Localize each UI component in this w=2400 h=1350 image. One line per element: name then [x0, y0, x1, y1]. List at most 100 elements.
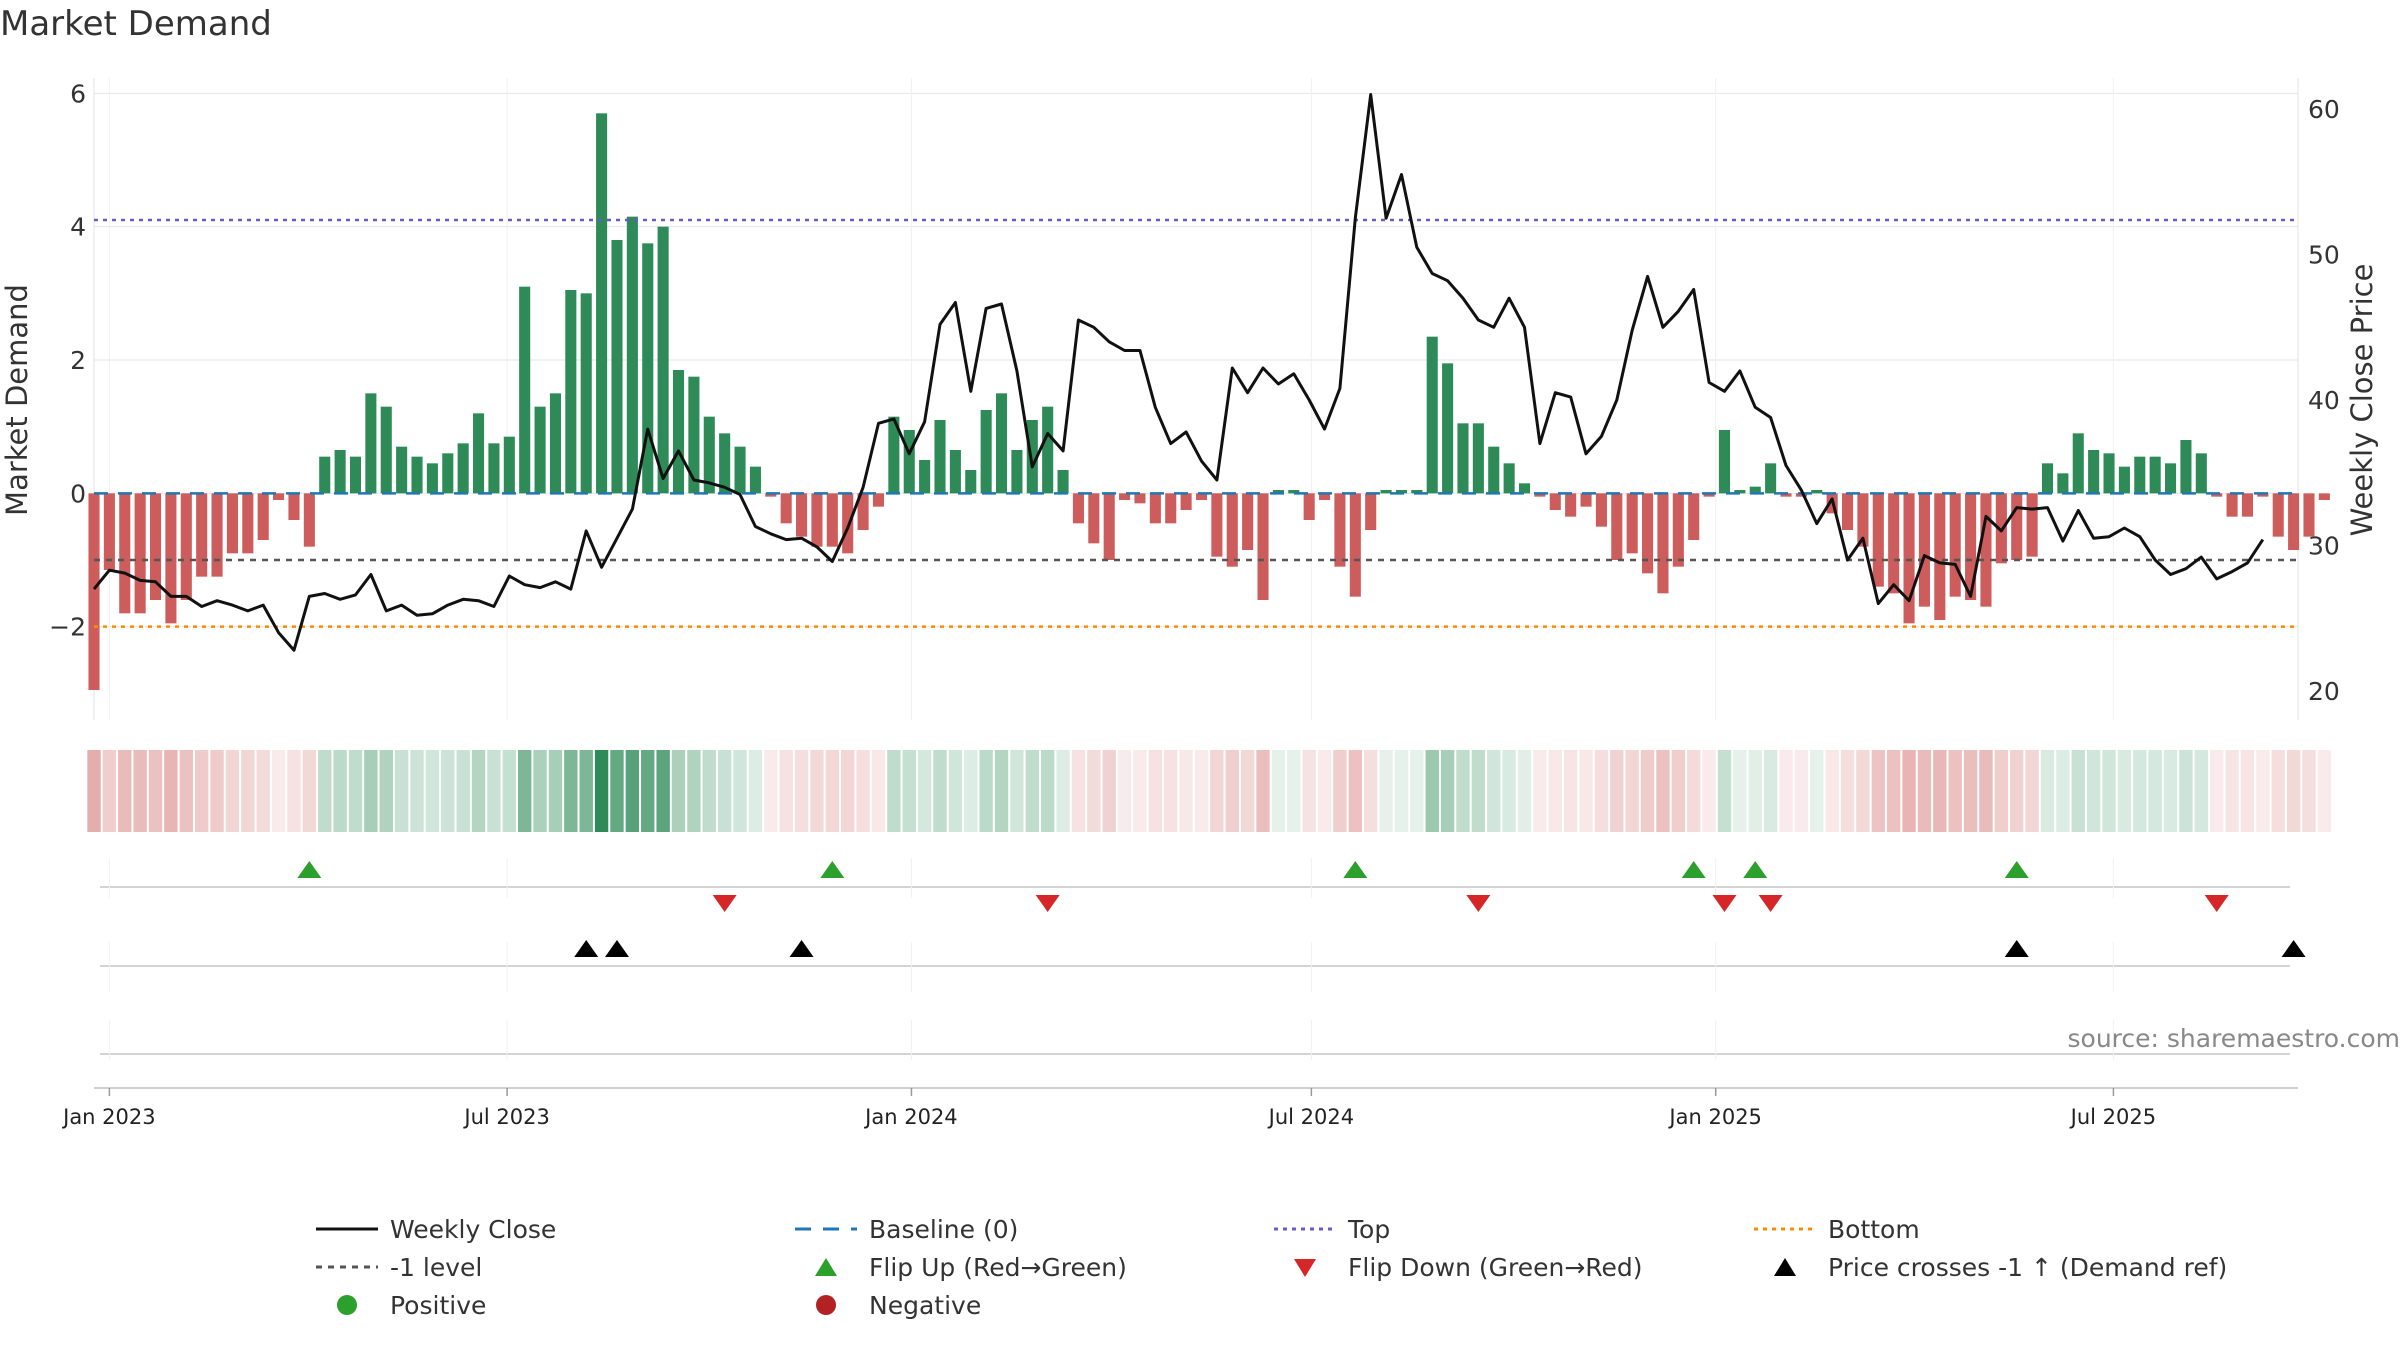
demand-bar-negative	[1242, 493, 1254, 550]
heat-strip-cell	[1471, 750, 1486, 832]
demand-bar-positive	[549, 393, 561, 494]
legend-item-weekly-close: Weekly Close	[312, 1212, 556, 1246]
heat-strip-cell	[1979, 750, 1993, 832]
heat-strip-cell	[1164, 750, 1178, 832]
heat-strip-cell	[241, 750, 255, 832]
demand-bar-negative	[2288, 493, 2300, 550]
demand-bar-positive	[1765, 463, 1777, 494]
demand-bar-positive	[1011, 450, 1023, 494]
demand-bar-negative	[796, 493, 808, 537]
legend-label: Price crosses -1 ↑ (Demand ref)	[1828, 1252, 2228, 1282]
demand-bar-positive	[411, 456, 423, 494]
heat-strip-cell	[410, 750, 424, 832]
x-tick-label: Jan 2023	[61, 1105, 156, 1129]
heat-strip-cell	[1194, 750, 1209, 832]
demand-bar-negative	[288, 493, 300, 520]
heat-strip-cell	[348, 750, 363, 832]
demand-bar-positive	[1411, 490, 1423, 494]
heat-strip-cell	[702, 750, 716, 832]
demand-bar-positive	[1026, 420, 1038, 494]
heat-strip-cell	[179, 750, 193, 832]
demand-bar-positive	[1472, 423, 1484, 494]
heat-strip-cell	[779, 750, 793, 832]
heat-strip-cell	[917, 750, 932, 832]
demand-bar-negative	[165, 493, 177, 624]
legend-item-negative: Negative	[791, 1288, 981, 1322]
demand-bar-negative	[2318, 493, 2330, 500]
demand-bar-positive	[657, 226, 669, 494]
demand-bar-negative	[1857, 493, 1869, 547]
heat-strip-cell	[1256, 750, 1270, 832]
heat-strip-cell	[1287, 750, 1301, 832]
heat-strip-cell	[148, 750, 163, 832]
y2-tick-label: 40	[2308, 386, 2340, 415]
demand-bar-negative	[1965, 493, 1977, 600]
y2-tick-label: 20	[2308, 677, 2340, 706]
demand-bar-positive	[949, 450, 961, 494]
demand-bar-negative	[88, 493, 100, 690]
demand-bar-negative	[1841, 493, 1854, 530]
legend-item-flip-up: Flip Up (Red→Green)	[791, 1250, 1127, 1284]
demand-bar-negative	[1319, 493, 1331, 500]
heat-strip-cell	[1040, 750, 1055, 832]
demand-bar-positive	[396, 446, 408, 494]
demand-bar-positive	[596, 113, 608, 494]
demand-bar-negative	[149, 493, 162, 600]
heat-strip-cell	[1302, 750, 1316, 832]
demand-bar-positive	[703, 416, 715, 494]
heat-strip-cell	[1779, 750, 1793, 832]
demand-bar-positive	[426, 463, 438, 494]
demand-bar-negative	[1119, 493, 1131, 500]
demand-bar-positive	[1503, 463, 1515, 494]
heat-strip-cell	[671, 750, 686, 832]
heat-strip-cell	[456, 750, 470, 832]
demand-bar-positive	[488, 443, 500, 494]
heat-strip-cell	[271, 750, 286, 832]
legend-item-baseline: Baseline (0)	[791, 1212, 1018, 1246]
demand-bar-negative	[1534, 493, 1546, 497]
demand-bar-positive	[1288, 490, 1300, 494]
demand-bar-positive	[2057, 473, 2069, 494]
x-tick-label: Jan 2024	[863, 1105, 958, 1129]
demand-bar-positive	[2118, 466, 2130, 494]
heat-strip-cell	[87, 750, 101, 832]
heat-strip-cell	[1087, 750, 1101, 832]
heat-strip-cell	[1548, 750, 1562, 832]
demand-bar-positive	[903, 430, 915, 494]
heat-strip-cell	[425, 750, 440, 832]
heat-strip-cell	[887, 750, 901, 832]
heat-strip-cell	[1994, 750, 2009, 832]
heat-strip-cell	[871, 750, 886, 832]
heat-strip-cell	[1763, 750, 1778, 832]
legend-label: Negative	[869, 1290, 982, 1320]
heat-strip-cell	[2086, 750, 2101, 832]
heat-strip-cell	[102, 750, 117, 832]
heat-strip-cell	[518, 750, 532, 832]
dotted-line-icon	[1750, 1214, 1820, 1244]
heat-strip-cell	[2102, 750, 2116, 832]
heat-strip-cell	[1410, 750, 1424, 832]
demand-bar-negative	[1134, 493, 1146, 504]
y2-tick-label: 50	[2308, 241, 2340, 270]
demand-bar-negative	[119, 493, 131, 614]
heat-strip-cell	[579, 750, 593, 832]
heat-strip-cell	[625, 750, 640, 832]
demand-bar-negative	[273, 493, 285, 500]
event-markers	[100, 858, 2306, 1060]
heat-strip-cell	[717, 750, 732, 832]
demand-bar-negative	[1611, 493, 1623, 560]
demand-bar-negative	[1642, 493, 1654, 574]
demand-bar-positive	[611, 240, 623, 494]
demand-bar-negative	[180, 493, 192, 600]
demand-bar-negative	[1165, 493, 1177, 524]
heat-strip-cell	[1594, 750, 1609, 832]
demand-bar-negative	[1565, 493, 1577, 517]
demand-bar-positive	[1272, 490, 1284, 494]
heat-strip-cell	[594, 750, 609, 832]
heat-strip-cell	[2163, 750, 2178, 832]
demand-bar-negative	[1795, 493, 1807, 497]
heat-strip-cell	[1271, 750, 1286, 832]
demand-bar-negative	[1088, 493, 1100, 544]
weekly-close-line	[92, 93, 2265, 652]
demand-bar-negative	[134, 493, 146, 614]
